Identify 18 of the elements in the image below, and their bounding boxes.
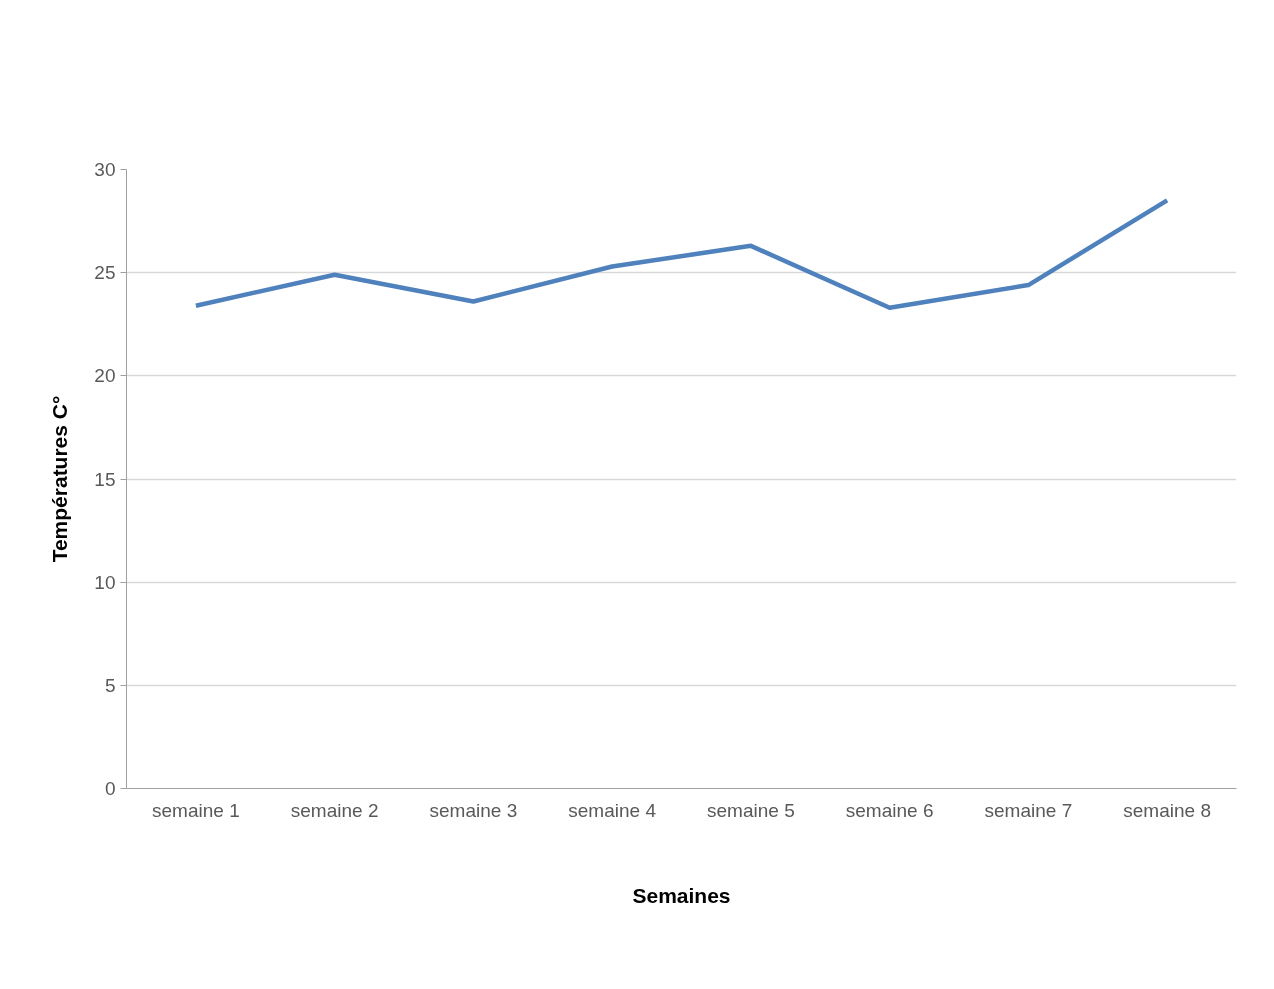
x-tick-label: semaine 5 — [707, 799, 795, 821]
y-tick-label: 20 — [94, 365, 116, 387]
x-tick-label: semaine 7 — [984, 799, 1073, 821]
x-tick-label: semaine 8 — [1123, 799, 1211, 821]
y-tick-label: 0 — [104, 778, 116, 799]
x-tick-label: semaine 2 — [290, 799, 379, 821]
x-tick-label: semaine 1 — [152, 799, 240, 821]
line-series — [193, 198, 1170, 310]
y-axis-title: Températures C° — [48, 395, 72, 563]
x-tick-label: semaine 6 — [845, 799, 934, 821]
x-axis-title: Semaines — [632, 883, 731, 907]
y-tick-label: 30 — [94, 159, 116, 180]
x-tick-label: semaine 3 — [429, 799, 518, 821]
x-tick-label: semaine 4 — [568, 799, 657, 821]
y-tick-label: 15 — [94, 468, 116, 490]
y-tick-label: 25 — [94, 262, 116, 284]
y-tick-label: 10 — [94, 571, 116, 593]
y-tick-label: 5 — [104, 674, 116, 696]
